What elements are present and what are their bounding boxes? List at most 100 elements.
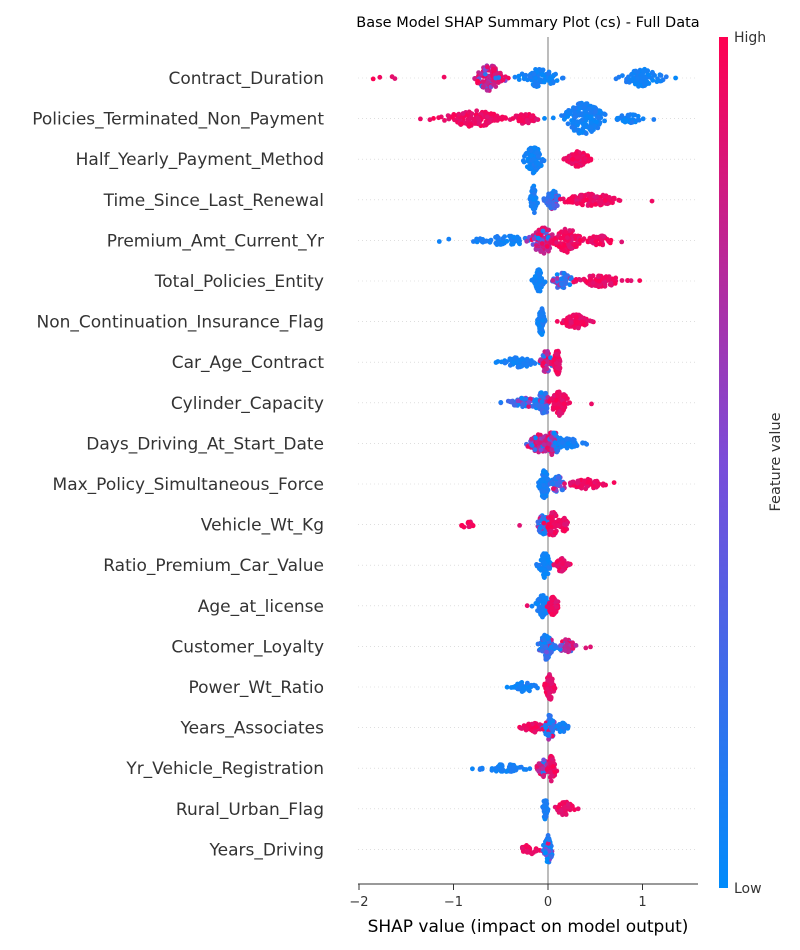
shap-point (502, 360, 508, 366)
shap-point (540, 555, 545, 561)
shap-point (476, 121, 482, 126)
shap-point (526, 722, 531, 728)
shap-point (461, 524, 467, 530)
shap-point (629, 120, 635, 125)
feature-points-Max_Policy_Simultaneous_Force (536, 468, 617, 501)
shap-point (588, 120, 594, 126)
shap-point (541, 773, 547, 778)
shap-point (547, 200, 552, 206)
shap-point (597, 241, 603, 247)
shap-point (521, 159, 527, 165)
shap-point (484, 238, 489, 244)
shap-point (593, 239, 599, 245)
shap-point (559, 568, 565, 574)
shap-point (620, 73, 625, 78)
feature-points-Customer_Loyalty (535, 632, 593, 662)
shap-point (527, 74, 533, 80)
colorbar: High Low Feature value (719, 30, 784, 897)
feature-points-Age_at_license (524, 593, 561, 620)
shap-point (633, 68, 638, 74)
shap-point (565, 801, 571, 807)
shap-point (597, 201, 603, 207)
shap-point (491, 82, 496, 87)
shap-point (576, 325, 581, 331)
shap-point (552, 643, 558, 648)
shap-point (554, 240, 559, 245)
shap-point (528, 114, 534, 120)
shap-point (450, 114, 455, 120)
shap-point (542, 574, 547, 580)
shap-point (475, 78, 480, 84)
shap-point (485, 80, 490, 86)
shap-point (544, 244, 550, 249)
shap-point (554, 604, 559, 610)
shap-point (492, 71, 498, 77)
shap-point (515, 398, 521, 404)
shap-point (529, 153, 534, 159)
shap-point (589, 319, 595, 324)
shap-point (587, 277, 593, 282)
shap-point (531, 156, 537, 162)
shap-point (619, 278, 625, 283)
shap-point (544, 405, 550, 411)
shap-point (541, 842, 546, 848)
shap-point (560, 440, 565, 445)
shap-point (581, 276, 587, 282)
shap-point (531, 186, 536, 192)
shap-point (540, 766, 546, 771)
feature-label: Car_Age_Contract (172, 353, 325, 373)
shap-point (553, 351, 559, 357)
shap-point (508, 769, 514, 774)
shap-point (542, 469, 548, 475)
shap-point (567, 400, 573, 406)
shap-point (543, 551, 549, 557)
shap-point (529, 443, 535, 448)
shap-point (546, 837, 552, 843)
shap-point (460, 111, 466, 116)
shap-point (532, 210, 537, 216)
shap-point (578, 111, 584, 116)
shap-point (521, 723, 527, 728)
shap-point (522, 396, 527, 402)
shap-point (542, 116, 547, 121)
shap-point (562, 647, 568, 653)
shap-point (489, 766, 495, 771)
shap-point (583, 101, 589, 107)
shap-point-outlier (649, 198, 655, 204)
shap-point (602, 198, 608, 204)
shap-point (553, 71, 558, 77)
shap-point (539, 241, 545, 246)
x-axis-title: SHAP value (impact on model output) (368, 917, 689, 937)
shap-point (529, 436, 534, 442)
shap-point (571, 439, 577, 445)
shap-point (594, 234, 599, 240)
shap-point (591, 105, 596, 110)
shap-point (529, 603, 535, 609)
shap-point (606, 277, 612, 282)
shap-point (574, 127, 579, 133)
shap-point (493, 768, 499, 774)
shap-point (579, 483, 585, 488)
colorbar-low-label: Low (734, 881, 762, 897)
shap-point (545, 766, 550, 771)
shap-point (635, 76, 640, 81)
shap-point (565, 121, 571, 127)
feature-label: Years_Driving (208, 840, 324, 860)
feature-points-Policies_Terminated_Non_Payment (418, 100, 657, 137)
shap-point (544, 798, 549, 804)
shap-point (541, 531, 546, 536)
shap-point (546, 713, 552, 719)
shap-point (543, 390, 549, 396)
shap-point (646, 72, 652, 78)
shap-point (511, 765, 516, 770)
shap-point (569, 161, 575, 167)
feature-label: Time_Since_Last_Renewal (103, 191, 324, 211)
feature-label: Customer_Loyalty (171, 637, 324, 657)
shap-point (466, 524, 472, 530)
shap-point (548, 694, 554, 700)
feature-points-Contract_Duration (370, 63, 678, 93)
shap-point (565, 396, 570, 401)
feature-label: Cylinder_Capacity (171, 394, 324, 414)
shap-point (498, 115, 503, 121)
